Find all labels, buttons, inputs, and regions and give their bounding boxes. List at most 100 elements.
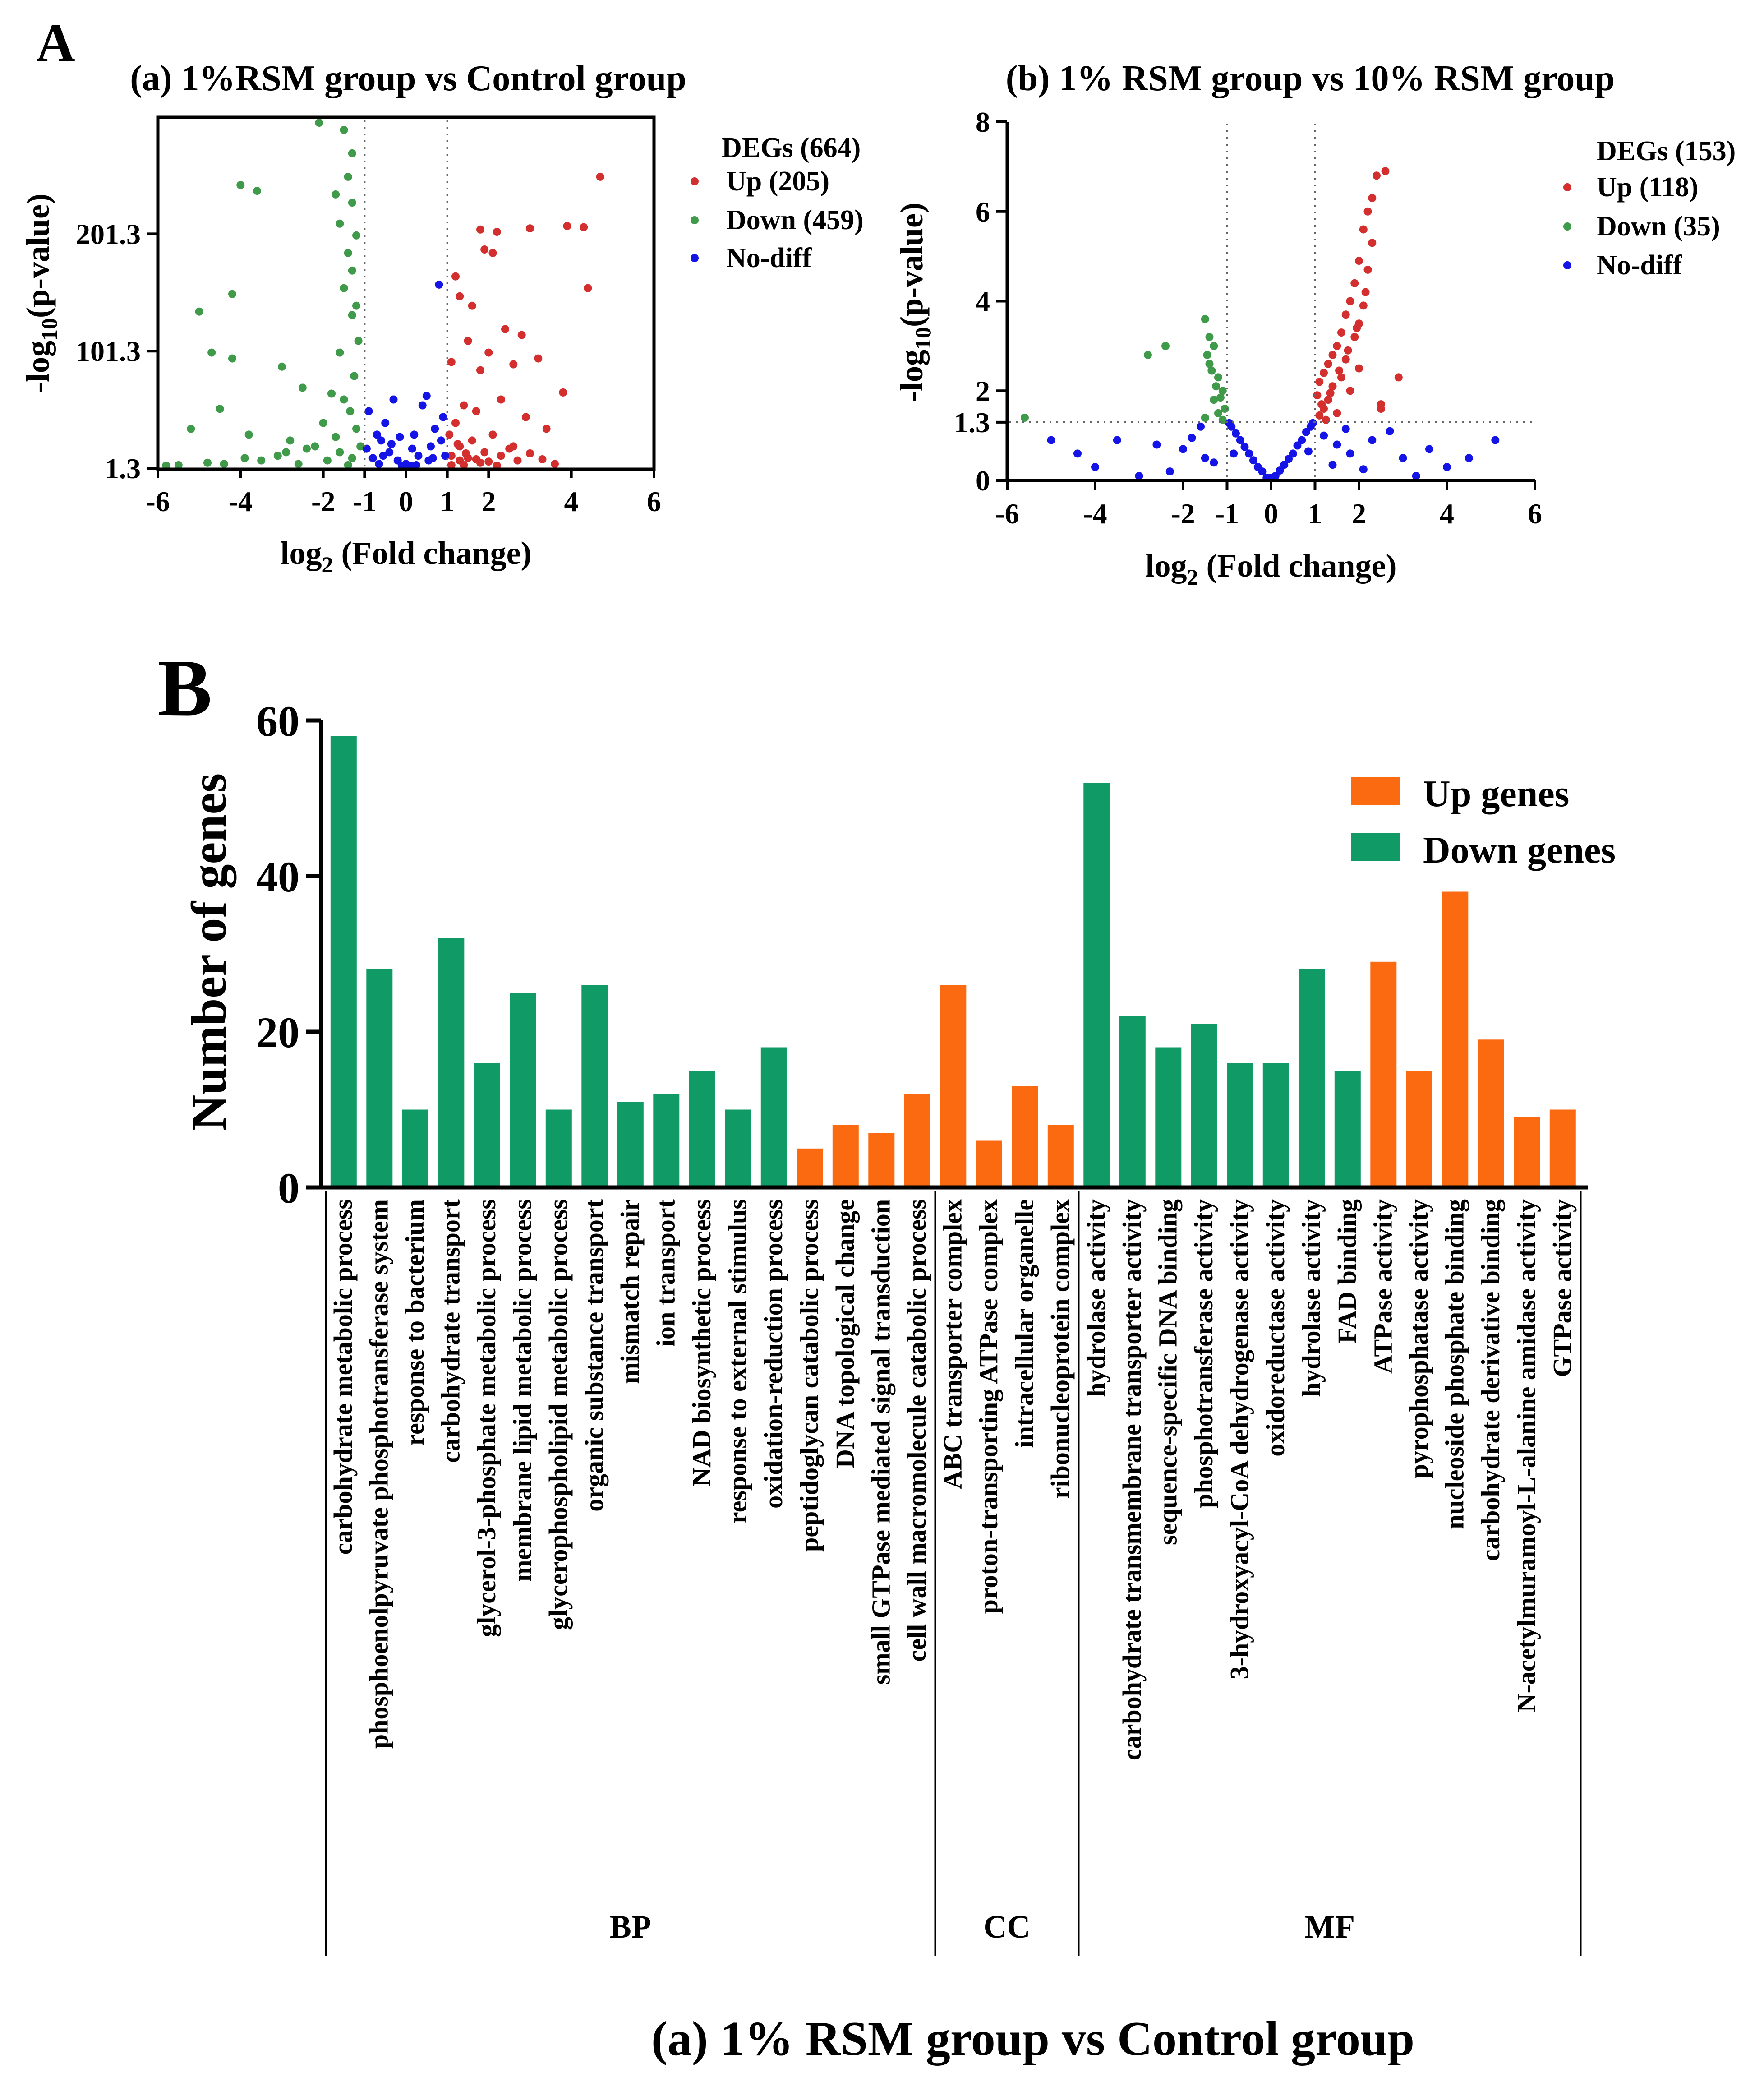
point-up-23 <box>1346 387 1354 395</box>
point-up-42 <box>461 449 470 457</box>
point-nodiff-26 <box>379 452 387 460</box>
point-up-24 <box>521 413 530 421</box>
point-down-3 <box>344 172 352 181</box>
x-tick-label: 2 <box>481 485 496 517</box>
bar-29 <box>1370 961 1397 1188</box>
bar-axes <box>319 720 1588 1190</box>
point-up-32 <box>1322 415 1330 424</box>
point-up-18 <box>447 358 456 366</box>
point-down-28 <box>348 454 356 462</box>
volcano-a-thresholds <box>364 120 448 466</box>
panel-a-letter: A <box>36 13 75 73</box>
volcano-a-legend-up: Up (205) <box>726 166 829 197</box>
point-nodiff-28 <box>1225 419 1234 427</box>
point-down-38 <box>352 425 360 433</box>
point-down-29 <box>257 456 266 465</box>
bar-7 <box>581 985 608 1187</box>
point-nodiff-23 <box>412 461 420 469</box>
point-down-27 <box>336 448 344 457</box>
bar-31 <box>1442 891 1469 1187</box>
point-up-44 <box>484 457 493 466</box>
point-up-7 <box>480 245 489 254</box>
group-label-mf: MF <box>1304 1909 1355 1945</box>
point-nodiff-46 <box>1304 447 1313 456</box>
point-down-11 <box>348 266 356 275</box>
point-nodiff-35 <box>1285 455 1293 463</box>
volcano-b-xlabel: log2 (Fold change) <box>1146 548 1397 590</box>
bar-18 <box>976 1140 1002 1187</box>
volcano-plot-a: (a) 1%RSM group vs Control group -6 -4 -2-… <box>20 59 864 577</box>
bar-14 <box>832 1125 859 1187</box>
point-nodiff-4 <box>1152 440 1161 449</box>
bar-category-label-5: membrane lipid metabolic process <box>507 1199 537 1582</box>
point-up-12 <box>501 325 509 333</box>
point-nodiff-38 <box>1308 419 1317 427</box>
bar-category-label-26: oxidoreductase activity <box>1261 1199 1290 1457</box>
point-down-47 <box>220 460 228 468</box>
point-nodiff-6 <box>1197 422 1205 431</box>
point-nodiff-41 <box>1328 461 1337 469</box>
point-down-19 <box>278 362 286 371</box>
point-up-5 <box>476 225 484 234</box>
point-down-15 <box>1207 366 1216 375</box>
bar-16 <box>904 1094 930 1187</box>
point-up-21 <box>497 395 505 404</box>
point-down-35 <box>273 452 282 460</box>
x-tick-label: -4 <box>229 485 253 517</box>
y-tick-label: 201.3 <box>76 218 141 250</box>
point-down-1 <box>1205 333 1214 341</box>
bar-category-labels: carbohydrate metabolic process phosphoeno… <box>328 1199 1577 1760</box>
point-nodiff-19 <box>1333 440 1341 449</box>
bar-category-label-4: glycerol-3-phosphate metabolic process <box>472 1199 501 1637</box>
point-nodiff-39 <box>1210 458 1218 467</box>
legend-swatch-down <box>1351 833 1400 861</box>
point-nodiff-20 <box>362 444 371 453</box>
point-down-2 <box>1210 342 1218 350</box>
bar-category-label-2: response to bacterium <box>400 1199 429 1446</box>
point-up-34 <box>1335 366 1344 375</box>
volcano-a-title: (a) 1%RSM group vs Control group <box>130 59 686 98</box>
point-down-0 <box>315 119 323 127</box>
legend-marker-down <box>1563 222 1571 231</box>
bar-5 <box>510 993 536 1188</box>
point-up-28 <box>468 436 476 445</box>
figure-caption: (a) 1% RSM group vs Control group <box>651 2012 1414 2066</box>
bar-33 <box>1514 1117 1540 1188</box>
bar-marks <box>330 736 1576 1188</box>
volcano-a-xlabel: log2 (Fold change) <box>281 535 532 577</box>
bar-category-label-3: carbohydrate transport <box>436 1199 465 1463</box>
point-nodiff-16 <box>1298 436 1306 444</box>
point-up-38 <box>1368 239 1377 247</box>
point-nodiff-1 <box>1073 449 1082 458</box>
point-up-41 <box>453 440 462 448</box>
point-down-36 <box>303 444 311 453</box>
bar-30 <box>1406 1071 1432 1188</box>
x-tick-label: 4 <box>1440 498 1454 530</box>
point-down-7 <box>348 199 356 207</box>
point-up-33 <box>1326 389 1335 397</box>
point-down-7 <box>1221 405 1229 413</box>
point-up-6 <box>488 249 497 257</box>
bar-category-label-29: ATPase activity <box>1368 1199 1397 1374</box>
bar-category-label-21: hydrolase activity <box>1081 1199 1110 1397</box>
volcano-b-points <box>1021 167 1500 482</box>
bar-category-label-20: ribonucleoprotein complex <box>1046 1199 1075 1499</box>
point-nodiff-25 <box>1443 463 1451 471</box>
point-up-4 <box>1359 225 1368 234</box>
bar-3 <box>438 938 465 1187</box>
point-nodiff-40 <box>1165 467 1174 476</box>
volcano-a-y-ticks: 1.3 101.3 201.3 <box>76 218 158 485</box>
bar-category-label-12: oxidation-reduction process <box>759 1199 788 1509</box>
volcano-b-legend-nodiff: No-diff <box>1597 250 1683 281</box>
x-tick-label: -6 <box>146 485 170 517</box>
bar-25 <box>1227 1063 1253 1187</box>
point-down-0 <box>1201 315 1209 323</box>
legend-marker-nodiff <box>1563 261 1571 269</box>
point-nodiff-30 <box>1240 443 1249 451</box>
point-nodiff-25 <box>428 454 437 462</box>
point-nodiff-15 <box>1289 449 1297 458</box>
point-nodiff-44 <box>1341 425 1350 433</box>
point-up-8 <box>584 284 592 292</box>
point-up-2 <box>1368 194 1377 202</box>
point-up-22 <box>1328 382 1337 391</box>
